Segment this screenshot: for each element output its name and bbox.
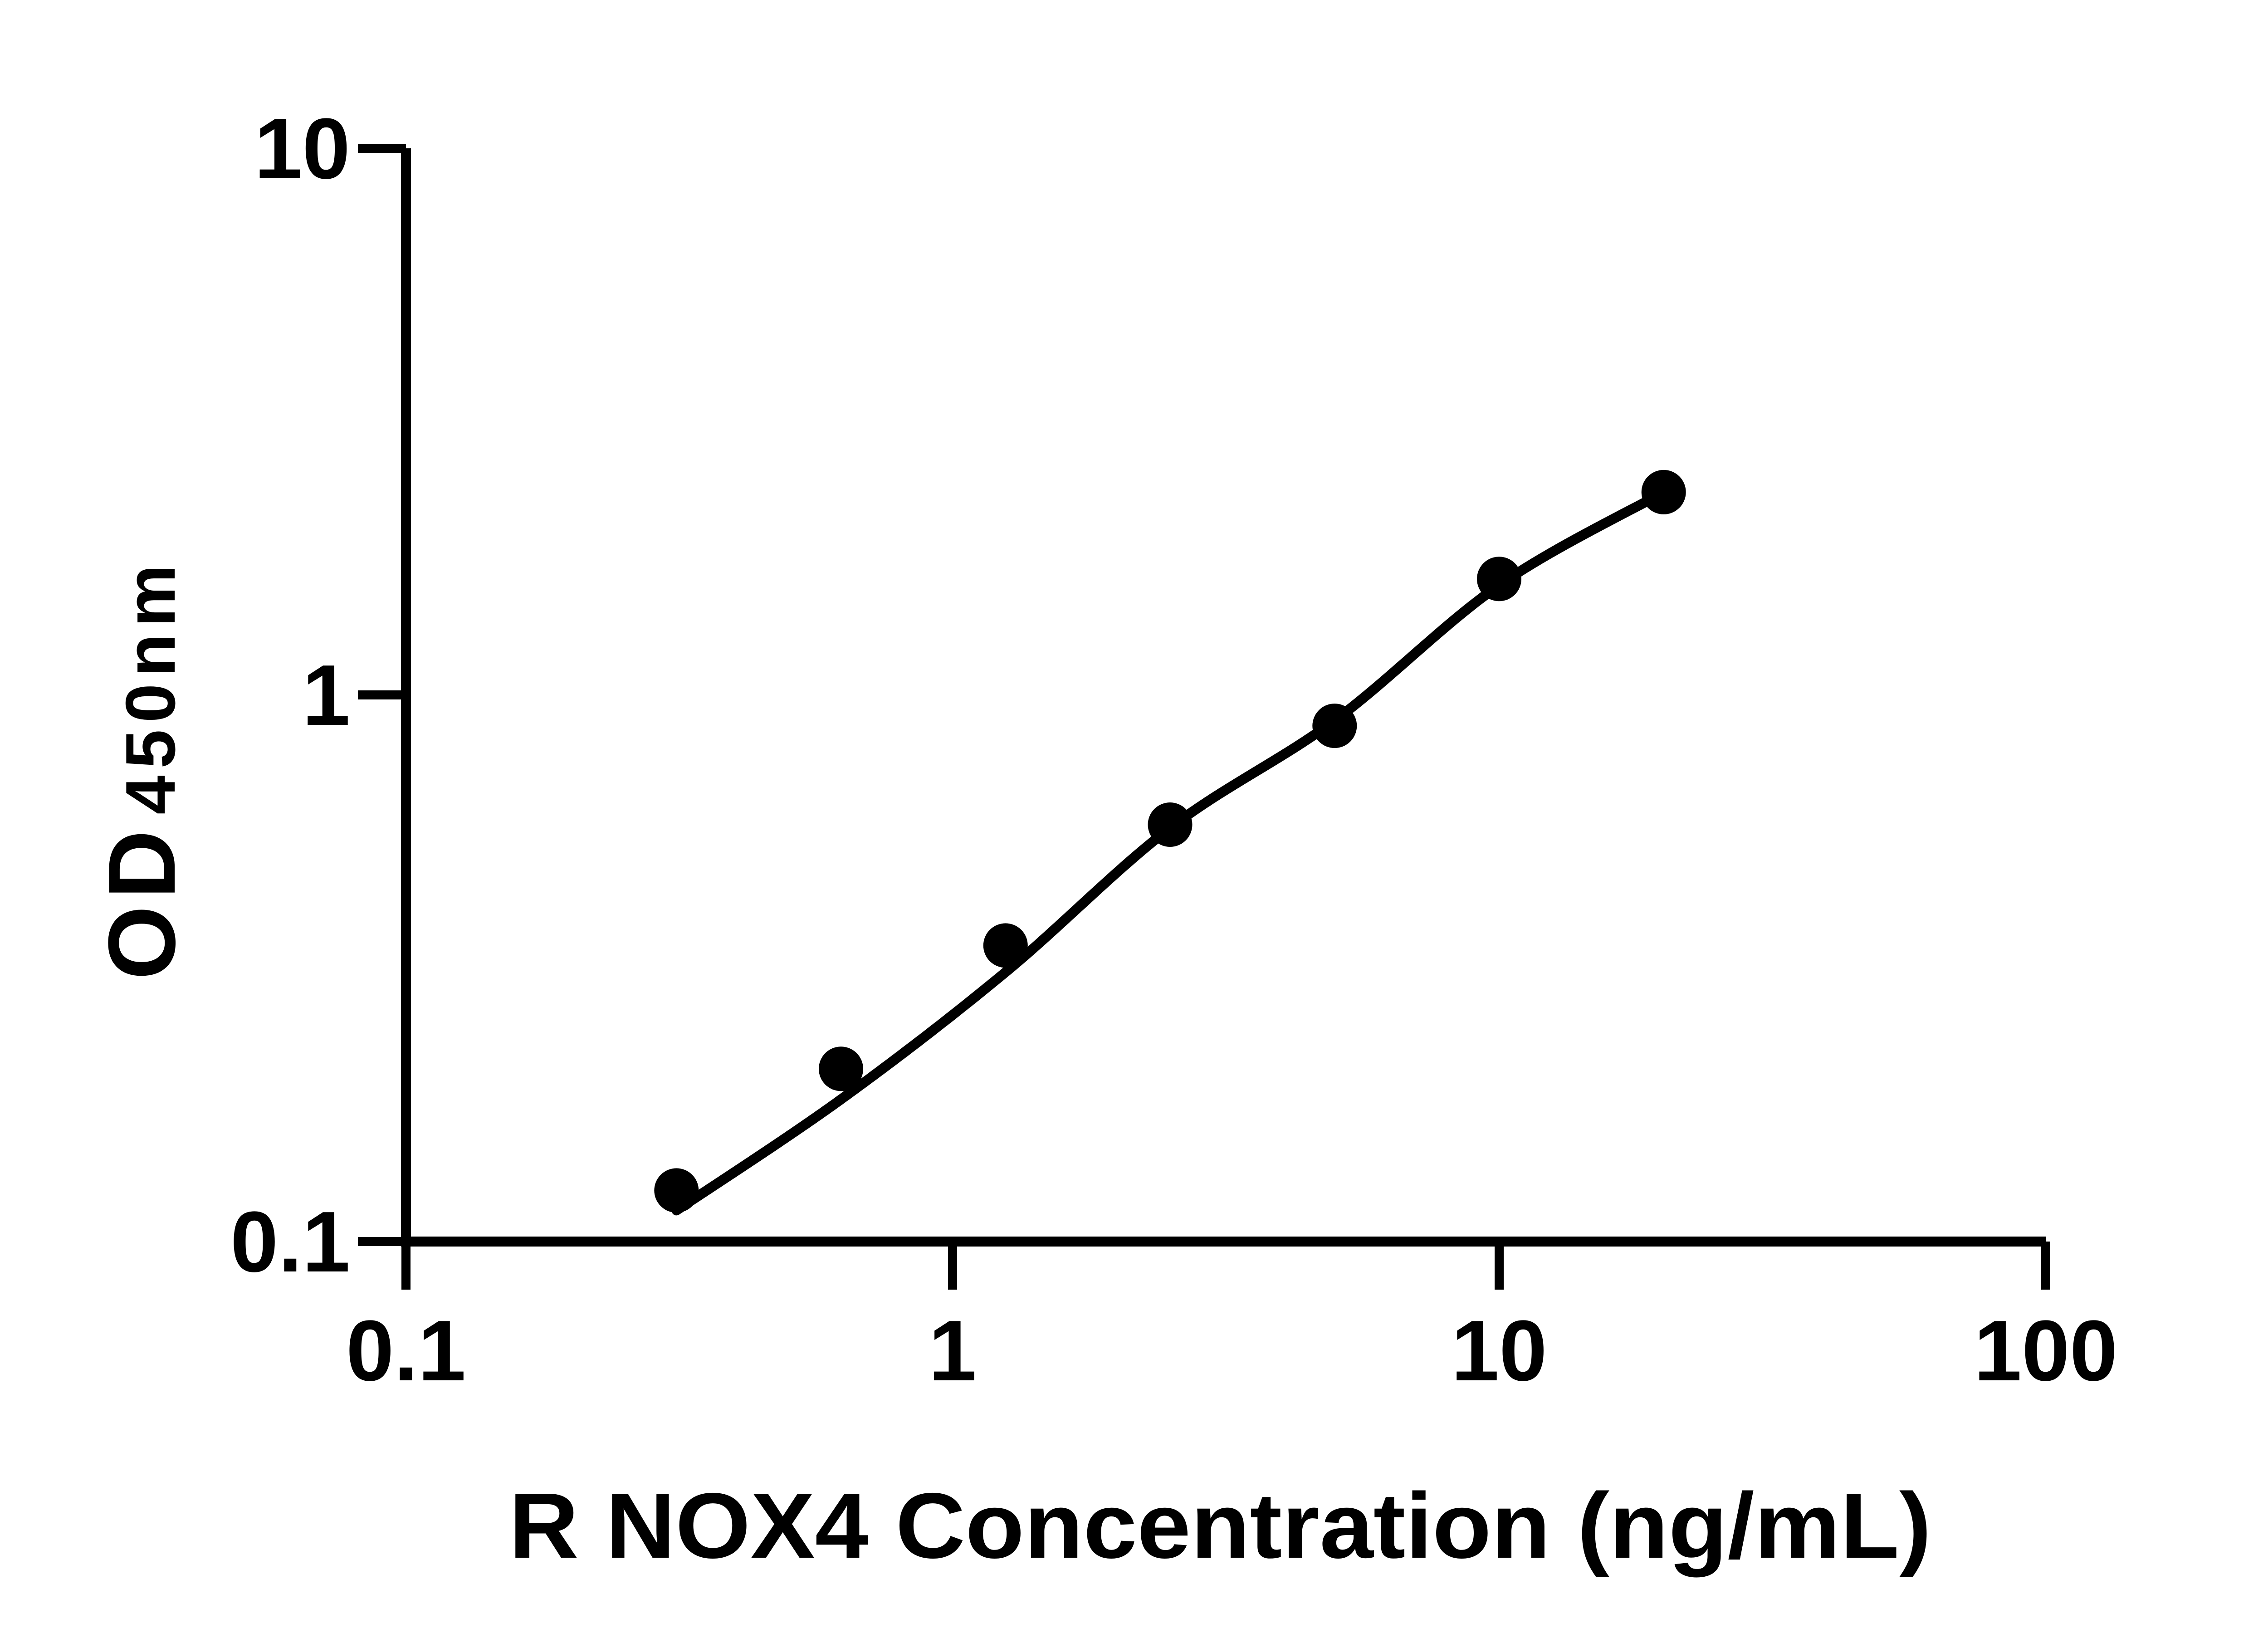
y-axis-title: OD 450nm (88, 557, 195, 980)
x-tick-label-0.1: 0.1 (346, 1303, 466, 1399)
y-axis-title-main: OD (88, 823, 195, 980)
data-point-marker-3 (983, 923, 1028, 968)
y-axis-tick-labels: 10 1 0.1 (230, 101, 350, 1290)
y-tick-label-1: 1 (302, 647, 350, 743)
x-axis-ticks (401, 1242, 2050, 1290)
data-point-marker-2 (819, 1046, 863, 1091)
x-tick-label-10: 10 (1451, 1303, 1547, 1399)
y-axis-ticks (358, 144, 406, 1246)
data-point-marker-4 (1148, 802, 1193, 847)
data-point-marker-1 (654, 1168, 699, 1213)
x-axis-title: R NOX4 Concentration (ng/mL) (509, 1474, 1931, 1578)
x-tick-label-100: 100 (1974, 1303, 2117, 1399)
y-tick-label-10: 10 (254, 101, 350, 197)
data-point-marker-7 (1641, 469, 1686, 514)
y-tick-label-0.1: 0.1 (230, 1194, 350, 1290)
x-tick-label-1: 1 (929, 1303, 977, 1399)
x-axis-tick-labels: 0.1 1 10 100 (346, 1303, 2118, 1399)
data-point-markers (654, 469, 1686, 1213)
y-axis-title-sub: 450nm (111, 557, 190, 814)
data-point-marker-6 (1477, 557, 1521, 601)
data-point-marker-5 (1312, 704, 1357, 748)
